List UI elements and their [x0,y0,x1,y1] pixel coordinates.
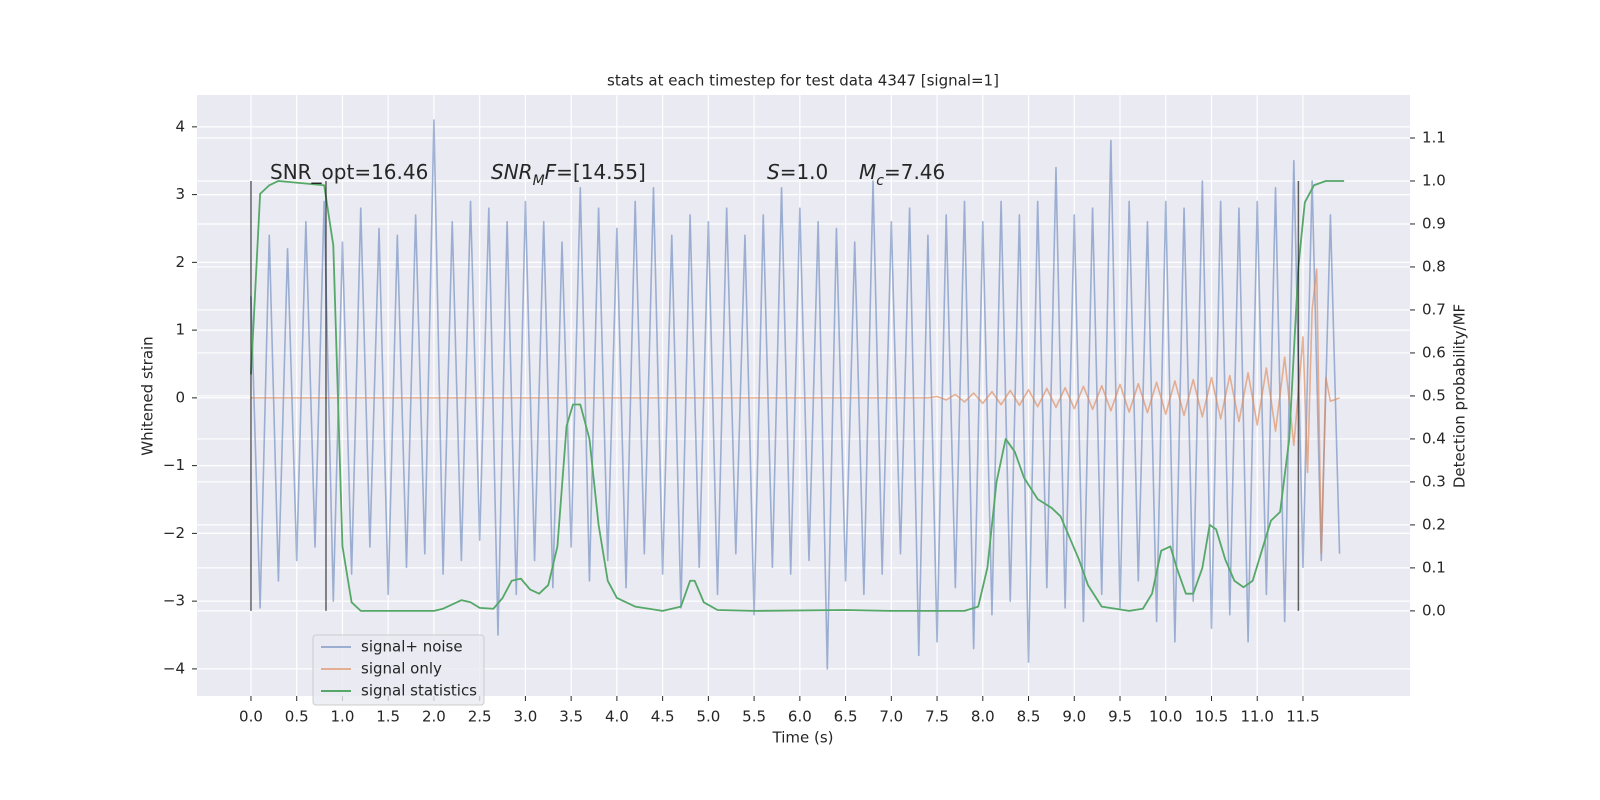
x-tick-label: 5.0 [696,708,720,726]
x-tick-label: 3.5 [559,708,583,726]
x-axis-label: Time (s) [772,729,834,747]
x-tick-label: 6.5 [834,708,858,726]
x-tick-label: 8.0 [971,708,995,726]
y-tick-label: −2 [163,524,185,542]
y-tick-label: 3 [175,185,185,203]
x-tick-label: 4.5 [651,708,675,726]
y-axis-label: Whitened strain [139,336,157,455]
x-tick-label: 2.5 [468,708,492,726]
y2-tick-label: 0.7 [1422,300,1446,318]
y2-tick-label: 0.3 [1422,472,1446,490]
x-tick-label: 7.0 [879,708,903,726]
y2-tick-label: 0.4 [1422,429,1446,447]
y2-tick-label: 0.8 [1422,257,1446,275]
x-tick-label: 4.0 [605,708,629,726]
y2-tick-label: 0.6 [1422,343,1446,361]
annotation-part: SNR [491,160,533,184]
x-tick-label: 9.5 [1108,708,1132,726]
y-tick-label: −1 [163,456,185,474]
x-tick-label: 3.0 [513,708,537,726]
x-tick-label: 8.5 [1017,708,1041,726]
x-tick-label: 6.0 [788,708,812,726]
y-tick-label: 0 [175,388,185,406]
annotation: S=1.0 [767,160,828,184]
y2-tick-label: 1.1 [1422,128,1446,146]
y2-tick-label: 0.1 [1422,558,1446,576]
series-line [250,180,1345,612]
annotation-part: M [533,173,545,189]
y2-tick-label: 0.5 [1422,386,1446,404]
x-tick-label: 7.5 [925,708,949,726]
x-tick-label: 1.0 [331,708,355,726]
x-tick-label: 11.5 [1286,708,1319,726]
annotation: SNRMF=[14.55] [491,160,646,190]
annotation-part: =[14.55] [556,160,646,184]
x-tick-label: 2.0 [422,708,446,726]
y2-tick-label: 0.9 [1422,214,1446,232]
y2-tick-label: 1.0 [1422,171,1446,189]
x-tick-label: 10.0 [1149,708,1182,726]
x-tick-label: 5.5 [742,708,766,726]
annotation-part: S [767,160,780,184]
x-tick-label: 0.5 [285,708,309,726]
x-tick-label: 1.5 [376,708,400,726]
y2-tick-label: 0.0 [1422,601,1446,619]
annotation-part: SNR_opt=16.46 [270,160,428,184]
annotation-part: c [876,173,884,189]
legend-label: signal only [361,660,442,678]
y-tick-label: 1 [175,321,185,339]
y-tick-label: −3 [163,592,185,610]
y-tick-label: −4 [163,659,185,677]
y-tick-label: 2 [175,253,185,271]
annotation-part: =7.46 [884,160,945,184]
annotation-part: =1.0 [780,160,829,184]
series-line [250,268,1340,555]
x-tick-label: 0.0 [239,708,263,726]
legend-label: signal+ noise [361,638,463,656]
chart-title: stats at each timestep for test data 434… [607,72,999,90]
x-tick-label: 11.0 [1241,708,1274,726]
y2-axis-label: Detection probability/MF [1451,304,1469,488]
legend-box [312,634,485,706]
x-tick-label: 10.5 [1195,708,1228,726]
y2-tick-label: 0.2 [1422,515,1446,533]
legend-label: signal statistics [361,682,477,700]
annotation-part: M [859,160,876,184]
annotation: Mc=7.46 [859,160,945,190]
x-tick-label: 9.0 [1062,708,1086,726]
annotation-part: F [545,160,557,184]
series-line [250,119,1341,670]
annotation: SNR_opt=16.46 [270,160,428,184]
y-tick-label: 4 [175,117,185,135]
